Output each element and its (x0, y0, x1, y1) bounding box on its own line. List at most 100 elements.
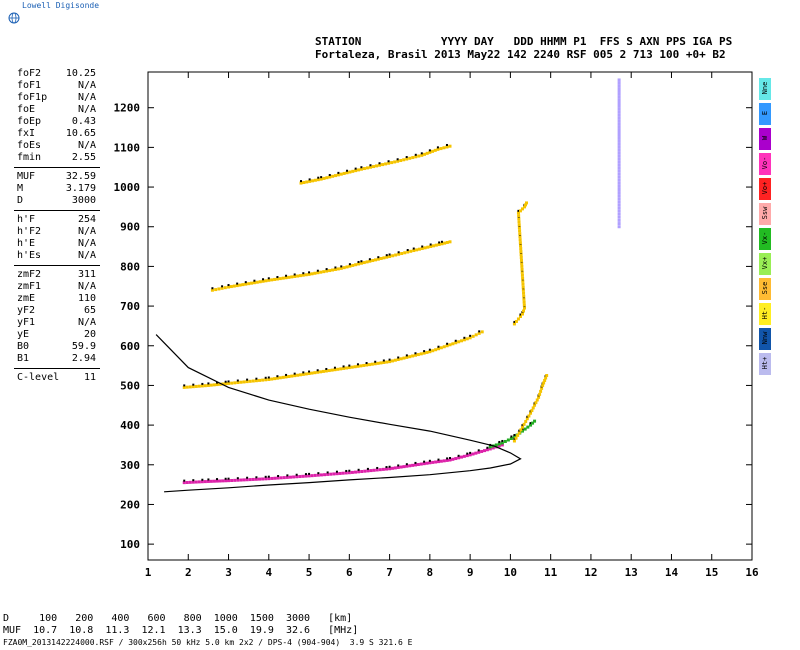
echo-point-dark (376, 466, 379, 469)
echo-point (261, 378, 265, 382)
echo-point (488, 447, 492, 451)
echo-point (519, 250, 523, 254)
x-tick-label: 12 (584, 566, 597, 579)
echo-point (617, 81, 621, 85)
echo-point-dark (440, 240, 443, 243)
echo-point (359, 364, 363, 368)
param-value: N/A (77, 250, 96, 261)
echo-point (374, 258, 378, 262)
echo-point (221, 479, 225, 483)
echo-point (617, 178, 621, 182)
echo-point (519, 253, 523, 257)
echo-point (445, 240, 449, 244)
echo-point-dark (477, 449, 480, 452)
echo-point (247, 282, 251, 286)
param-label: MUF (17, 171, 36, 182)
echo-point (617, 125, 621, 129)
echo-point-dark (366, 467, 369, 470)
echo-point (451, 342, 455, 346)
echo-point-dark (183, 479, 186, 482)
echo-point (429, 244, 433, 248)
echo-point (500, 443, 504, 447)
echo-point (273, 277, 277, 281)
echo-point (480, 449, 484, 453)
param-value: 3.179 (65, 183, 96, 194)
echo-point (436, 460, 440, 464)
param-label: B0 (17, 341, 30, 352)
echo-point (215, 383, 219, 387)
x-tick-label: 10 (504, 566, 517, 579)
echo-point-dark (420, 152, 423, 155)
echo-point (525, 201, 529, 205)
echo-point (521, 285, 525, 289)
echo-point (218, 479, 222, 483)
echo-point-dark (486, 446, 489, 449)
echo-point (428, 150, 432, 154)
echo-point (402, 356, 406, 360)
legend-swatch: Nnw (759, 328, 771, 350)
echo-point (519, 255, 523, 259)
echo-point (545, 374, 549, 378)
echo-point-dark (246, 476, 249, 479)
echo-point (362, 167, 366, 171)
echo-point (440, 242, 444, 246)
echo-point (350, 365, 354, 369)
echo-point (310, 474, 314, 478)
echo-point (402, 158, 406, 162)
echo-point (617, 206, 621, 210)
echo-point (517, 217, 521, 221)
echo-point-dark (308, 370, 311, 373)
echo-point (518, 314, 522, 318)
echo-point-dark (293, 372, 296, 375)
echo-point (191, 480, 195, 484)
echo-point (258, 378, 262, 382)
echo-point (333, 368, 337, 372)
echo-point (307, 272, 311, 276)
echo-point (520, 312, 524, 316)
legend-label: Vx- (761, 231, 769, 245)
echo-point-dark (277, 475, 280, 478)
echo-point (520, 264, 524, 268)
param-label: yF2 (17, 305, 36, 316)
header-line-1: STATION YYYY DAY DDD HHMM P1 FFS S AXN P… (315, 35, 733, 48)
echo-point (290, 275, 294, 279)
echo-point (403, 251, 407, 255)
echo-point (385, 255, 389, 259)
echo-point (388, 360, 392, 364)
echo-point (331, 174, 335, 178)
echo-point (282, 476, 286, 480)
echo-point (388, 467, 392, 471)
echo-point (372, 468, 376, 472)
echo-point (529, 411, 533, 415)
echo-point (248, 478, 252, 482)
echo-point (342, 171, 346, 175)
echo-point (251, 379, 255, 383)
echo-point-dark (360, 260, 363, 263)
echo-point-dark (387, 160, 390, 163)
param-value: 254 (77, 214, 96, 225)
param-row: fmin 2.55 (0, 152, 100, 164)
echo-point (617, 172, 621, 176)
param-value: 59.9 (71, 341, 96, 352)
echo-point-dark (192, 479, 195, 482)
echo-point-dark (466, 452, 469, 455)
echo-point (617, 212, 621, 216)
param-label: foE (17, 104, 36, 115)
y-tick-label: 300 (120, 459, 140, 472)
echo-point (335, 472, 339, 476)
echo-point-dark (388, 358, 391, 361)
echo-point (378, 468, 382, 472)
echo-point (278, 376, 282, 380)
muf-distance-row: D 100 200 400 600 800 1000 1500 3000 [km… (3, 613, 353, 624)
echo-point (434, 460, 438, 464)
echo-point (345, 171, 349, 175)
echo-point (485, 448, 489, 452)
param-row: C-level 11 (0, 372, 100, 384)
echo-point (617, 136, 621, 140)
echo-point (327, 369, 331, 373)
echo-point (330, 368, 334, 372)
echo-point (321, 369, 325, 373)
echo-point (387, 161, 391, 165)
echo-point (439, 346, 443, 350)
echo-point (617, 116, 621, 120)
